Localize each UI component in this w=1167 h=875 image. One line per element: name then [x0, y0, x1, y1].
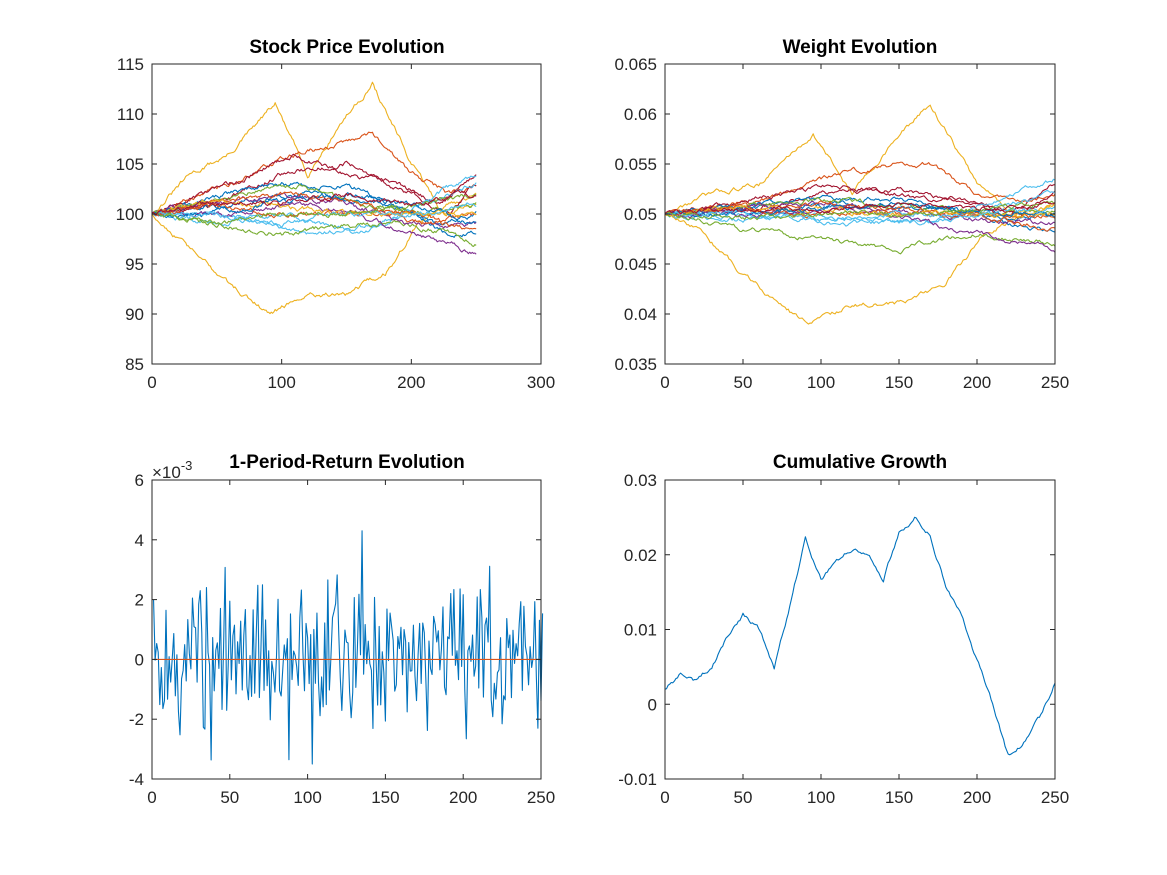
x-tick-label: 300 — [527, 373, 555, 392]
x-tick-label: 100 — [267, 373, 295, 392]
axes-stock-price: Stock Price Evolution 0 100 200 300 85 90 95 10… — [116, 37, 556, 392]
y-tick-label: 2 — [135, 591, 144, 610]
series-line-4 — [151, 153, 477, 215]
chart-title-cumulative-growth: Cumulative Growth — [773, 452, 947, 473]
x-tick-label: 50 — [734, 373, 753, 392]
y-tick-label: 4 — [135, 531, 144, 550]
y-tick-label: 105 — [116, 155, 144, 174]
x-tick-label: 0 — [147, 373, 156, 392]
y-exponent-power: -3 — [181, 458, 193, 473]
chart-title-weight: Weight Evolution — [783, 37, 938, 58]
x-tick-label: 100 — [293, 788, 321, 807]
chart-title-stock-price: Stock Price Evolution — [249, 37, 444, 58]
series-line-18 — [664, 205, 1056, 223]
series-line-18 — [151, 202, 477, 228]
y-tick-label: 0.05 — [624, 205, 657, 224]
x-tick-label: 200 — [963, 788, 991, 807]
series-line-19 — [151, 193, 477, 228]
y-tick-label: 0 — [135, 650, 144, 669]
y-tick-label: 0 — [648, 695, 657, 714]
series-line-10 — [151, 213, 477, 247]
x-tick-label: 150 — [885, 373, 913, 392]
series-line-1 — [664, 516, 1056, 756]
y-tick-label: 6 — [135, 471, 144, 490]
x-tick-label: 50 — [734, 788, 753, 807]
y-tick-label: 0.035 — [614, 355, 657, 374]
x-tick-label: 250 — [1041, 373, 1069, 392]
y-tick-label: 95 — [125, 255, 144, 274]
y-tick-label: 0.045 — [614, 255, 657, 274]
series-line-17 — [664, 201, 1056, 218]
y-tick-label: -4 — [129, 770, 144, 789]
series-line-2 — [664, 204, 1056, 325]
x-tick-label: 100 — [807, 373, 835, 392]
series-line-20 — [151, 189, 477, 216]
y-tick-label: 110 — [117, 105, 144, 124]
series-line-1 — [664, 104, 1056, 217]
y-tick-label: 0.055 — [614, 155, 657, 174]
y-tick-label: 0.03 — [624, 471, 657, 490]
series-line-10 — [664, 213, 1056, 255]
series-group — [664, 104, 1056, 325]
x-tick-label: 250 — [1041, 788, 1069, 807]
y-tick-label: 0.065 — [614, 55, 657, 74]
series-line-15 — [151, 202, 477, 230]
series-line-16 — [664, 204, 1056, 219]
y-tick-label: 0.06 — [624, 105, 657, 124]
series-line-2 — [151, 192, 477, 315]
y-tick-label: 85 — [125, 355, 144, 374]
series-line-14 — [664, 200, 1056, 223]
y-exponent-base: ×10 — [152, 463, 181, 482]
y-tick-label: 0.04 — [624, 305, 657, 324]
y-exponent-label: ×10-3 — [152, 458, 192, 482]
series-group — [151, 81, 477, 315]
axes-one-period-return: ×10-3 1-Period-Return Evolution 0 50 100 15… — [129, 452, 555, 807]
chart-title-one-period-return: 1-Period-Return Evolution — [229, 452, 464, 473]
x-tick-label: 0 — [147, 788, 156, 807]
series-line-1 — [151, 81, 477, 217]
x-tick-label: 200 — [449, 788, 477, 807]
x-tick-label: 0 — [660, 788, 669, 807]
y-tick-label: 115 — [117, 55, 144, 74]
series-line-20 — [664, 201, 1056, 215]
y-tick-label: -2 — [129, 710, 144, 729]
series-group — [153, 530, 544, 765]
y-tick-label: -0.01 — [618, 770, 657, 789]
x-tick-label: 50 — [220, 788, 239, 807]
axes-box — [151, 479, 542, 780]
axes-cumulative-growth: Cumulative Growth 0 50 100 150 200 250-0.0100… — [618, 452, 1069, 807]
axes-weight: Weight Evolution 0 50 100 150 200 250 0.035 0.0… — [614, 37, 1069, 392]
x-tick-label: 0 — [660, 373, 669, 392]
y-tick-label: 90 — [125, 305, 144, 324]
x-tick-label: 100 — [807, 788, 835, 807]
x-tick-label: 200 — [963, 373, 991, 392]
x-tick-label: 200 — [397, 373, 425, 392]
y-tick-label: 100 — [116, 205, 144, 224]
series-line-7 — [151, 190, 477, 226]
y-tick-label: 0.01 — [624, 621, 657, 640]
x-tick-label: 150 — [371, 788, 399, 807]
series-line-6 — [151, 181, 477, 238]
x-tick-label: 250 — [527, 788, 555, 807]
y-tick-label: 0.02 — [624, 546, 657, 565]
series-group — [664, 516, 1056, 756]
x-tick-label: 150 — [885, 788, 913, 807]
